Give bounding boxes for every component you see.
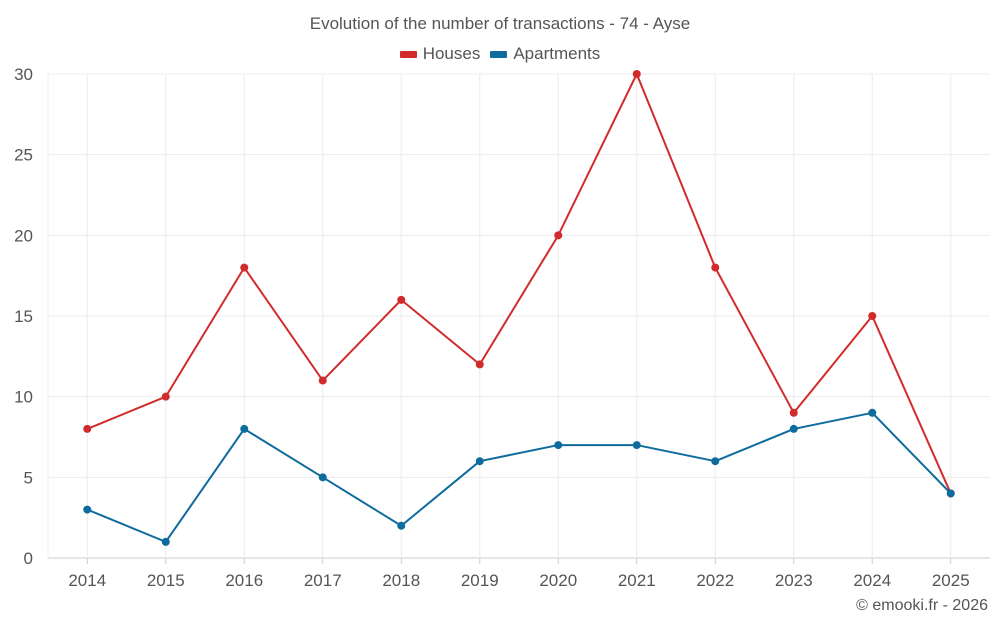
x-tick-label: 2023 <box>775 571 813 590</box>
x-tick-label: 2024 <box>853 571 891 590</box>
data-point-apartments <box>161 537 170 546</box>
y-tick-label: 30 <box>14 65 33 84</box>
data-point-apartments <box>318 473 327 482</box>
x-tick-label: 2014 <box>68 571 106 590</box>
x-tick-label: 2019 <box>461 571 499 590</box>
data-point-houses <box>475 360 484 369</box>
data-point-houses <box>711 263 720 272</box>
x-tick-label: 2015 <box>147 571 185 590</box>
x-tick-label: 2016 <box>225 571 263 590</box>
legend-item-houses[interactable]: Houses <box>399 44 481 64</box>
y-tick-label: 20 <box>14 226 33 245</box>
data-point-houses <box>318 376 327 385</box>
data-point-apartments <box>240 424 249 433</box>
data-point-houses <box>161 392 170 401</box>
data-point-apartments <box>711 457 720 466</box>
series-line-houses <box>86 73 952 494</box>
x-tick-label: 2021 <box>618 571 656 590</box>
data-point-apartments <box>632 441 641 450</box>
data-point-houses <box>554 231 563 240</box>
x-tick-label: 2020 <box>539 571 577 590</box>
data-point-apartments <box>83 505 92 514</box>
y-tick-label: 25 <box>14 146 33 165</box>
data-point-apartments <box>554 441 563 450</box>
data-point-houses <box>632 70 641 78</box>
data-point-apartments <box>946 489 955 498</box>
y-tick-label: 15 <box>14 307 33 326</box>
legend: Houses Apartments <box>0 44 1000 64</box>
data-point-houses <box>397 295 406 304</box>
y-tick-label: 5 <box>24 468 33 487</box>
legend-label-houses: Houses <box>422 44 481 63</box>
data-point-apartments <box>868 408 877 417</box>
chart-title: Evolution of the number of transactions … <box>309 14 691 33</box>
legend-label-apartments: Apartments <box>513 44 601 63</box>
data-point-apartments <box>789 424 798 433</box>
y-tick-label: 0 <box>24 549 33 568</box>
data-point-houses <box>240 263 249 272</box>
data-point-apartments <box>397 521 406 530</box>
x-tick-label: 2025 <box>932 571 970 590</box>
data-point-houses <box>789 408 798 417</box>
x-tick-label: 2018 <box>382 571 420 590</box>
legend-swatch-apartments <box>490 50 508 58</box>
series-line-apartments <box>86 411 952 543</box>
x-tick-label: 2022 <box>696 571 734 590</box>
credit-text: © emooki.fr - 2026 <box>856 597 988 614</box>
x-tick-label: 2017 <box>304 571 342 590</box>
data-point-apartments <box>475 457 484 466</box>
data-point-houses <box>868 312 877 320</box>
legend-item-apartments[interactable]: Apartments <box>490 44 600 64</box>
data-point-houses <box>83 424 92 433</box>
y-tick-label: 10 <box>14 388 33 407</box>
legend-swatch-houses <box>399 50 417 58</box>
